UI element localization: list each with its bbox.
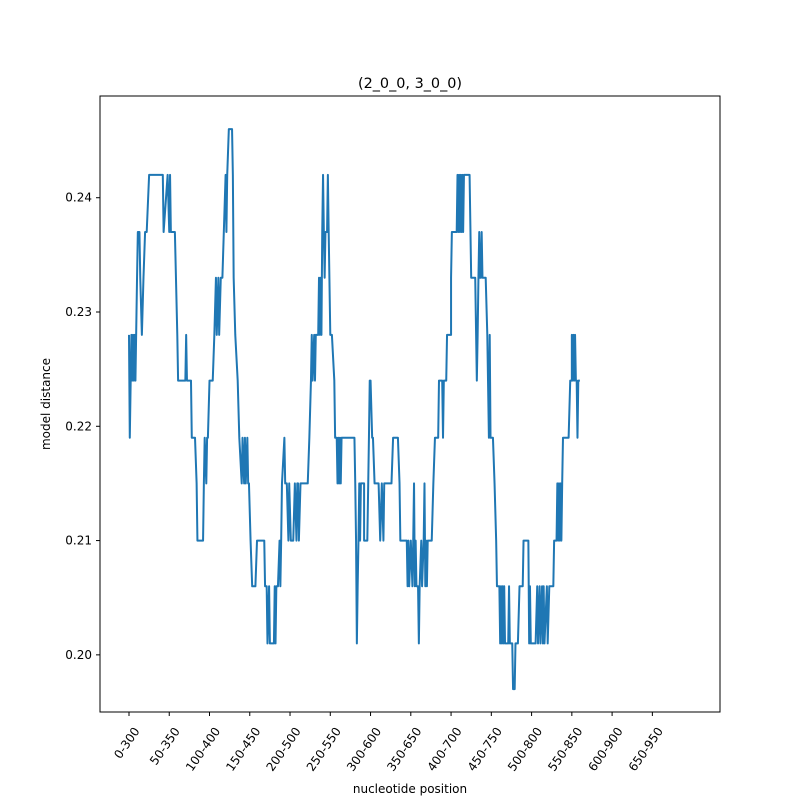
axes-frame xyxy=(99,95,721,713)
y-tick-label: 0.22 xyxy=(65,419,92,433)
plot-area xyxy=(127,128,580,691)
chart-title: (2_0_0, 3_0_0) xyxy=(358,76,462,92)
y-axis-title: model distance xyxy=(39,358,53,450)
y-tick-label: 0.21 xyxy=(65,534,92,548)
y-tick-label: 0.24 xyxy=(65,191,92,205)
series-line-0 xyxy=(127,128,580,691)
y-tick-label: 0.23 xyxy=(65,305,92,319)
y-tick-label: 0.20 xyxy=(65,648,92,662)
x-axis-title: nucleotide position xyxy=(353,782,467,796)
y-axis: 0.20 0.21 0.22 0.23 0.24 xyxy=(65,191,100,662)
